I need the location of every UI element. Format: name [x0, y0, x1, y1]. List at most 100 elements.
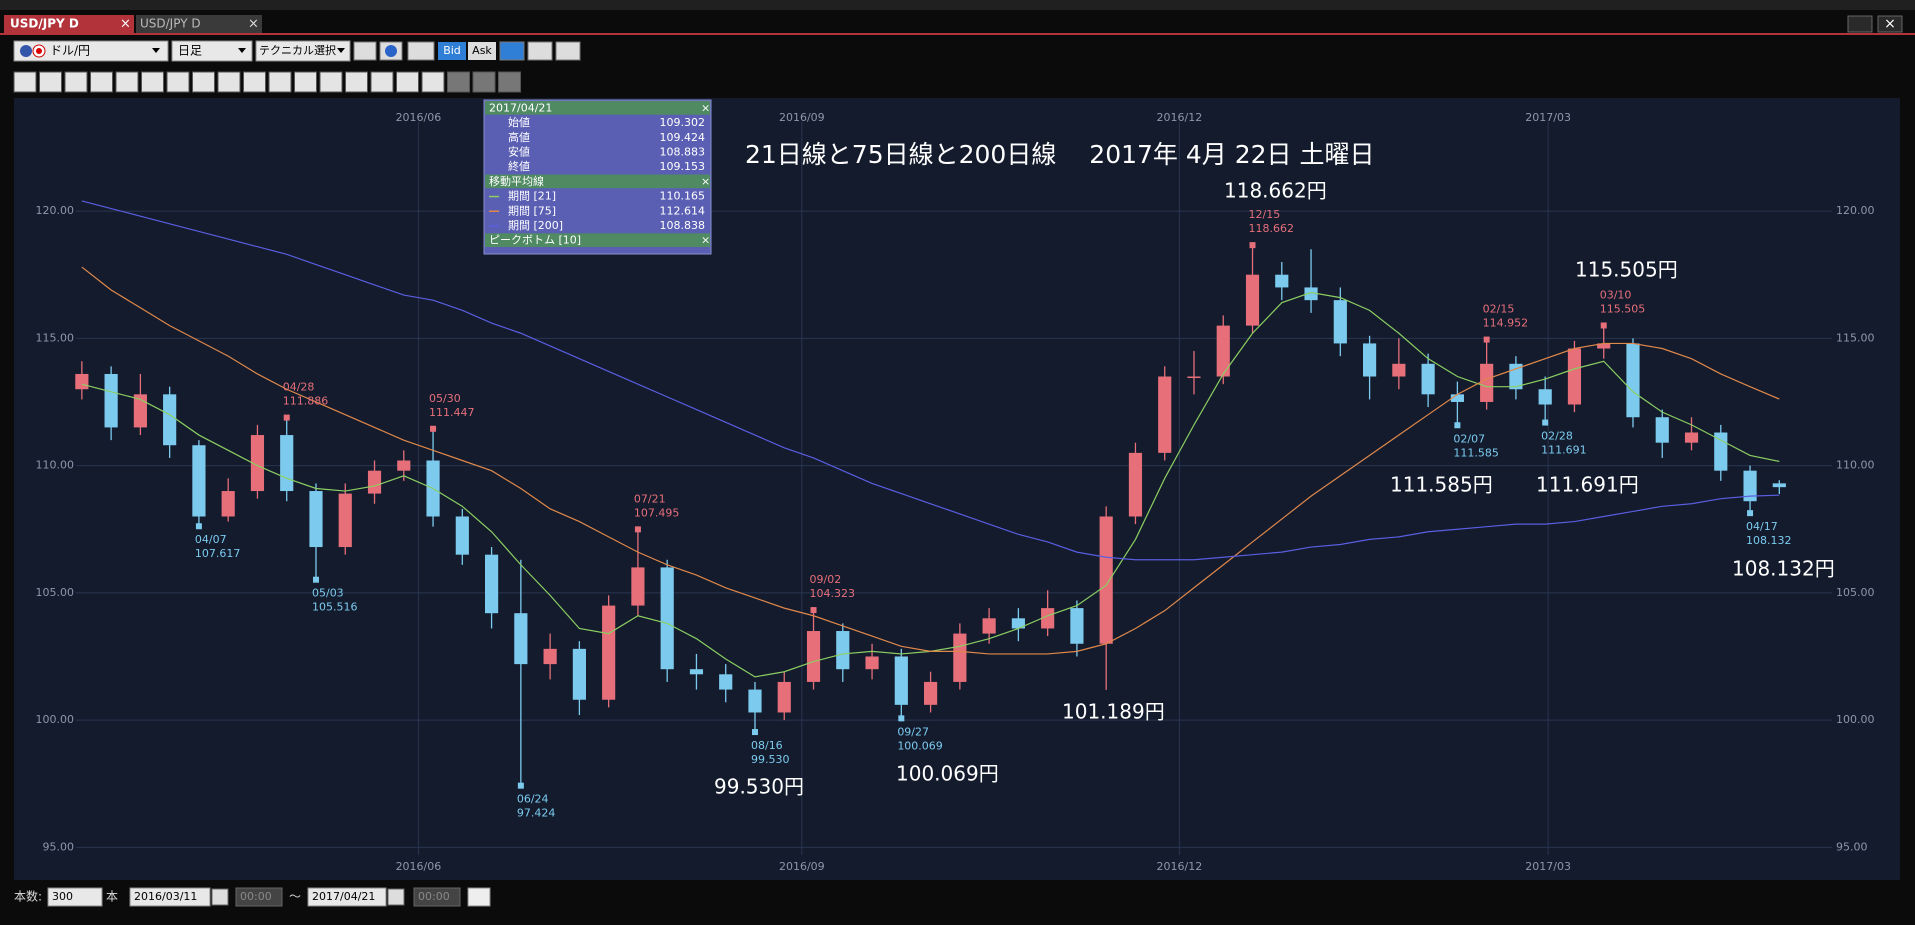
tab-close[interactable]: ×: [248, 17, 259, 32]
timeframe-select[interactable]: 日足: [171, 40, 253, 62]
tab-label: USD/JPY D: [10, 17, 79, 31]
button-bg: [438, 42, 466, 60]
tool-button[interactable]: [64, 71, 88, 93]
annotation-date: 04/17: [1746, 520, 1778, 533]
x-tick-label: 2016/06: [396, 111, 442, 124]
tool-button[interactable]: [447, 71, 470, 93]
date-input[interactable]: [129, 887, 211, 907]
info-icon: [385, 45, 397, 57]
annotation-value: 108.132: [1746, 534, 1792, 547]
panel-header-label: 移動平均線: [489, 174, 544, 188]
technical-select[interactable]: テクニカル選択: [255, 40, 351, 62]
tab-label: USD/JPY D: [140, 17, 201, 31]
tool-button[interactable]: [166, 71, 190, 93]
candle-body: [1567, 348, 1582, 405]
tool-button[interactable]: [39, 71, 62, 93]
date-input[interactable]: [307, 887, 387, 907]
panel-close[interactable]: ×: [701, 234, 710, 247]
tool-button[interactable]: [217, 71, 241, 93]
tool-button[interactable]: [370, 71, 394, 93]
candle-body: [1538, 389, 1552, 405]
peak-bottom-marker: [898, 715, 905, 722]
annotation-value: 111.886: [283, 395, 329, 408]
tool-button[interactable]: [498, 71, 521, 93]
peak-bottom-marker: [1249, 242, 1256, 249]
x-tick-label: 2016/09: [779, 860, 825, 873]
annotation-date: 02/07: [1453, 432, 1485, 445]
candle-body: [163, 394, 177, 446]
annotation-date: 04/28: [283, 381, 315, 394]
candle-body: [1275, 274, 1289, 288]
count-select[interactable]: [47, 887, 103, 907]
maximize-button[interactable]: [1847, 15, 1873, 33]
annotation-value: 118.662: [1249, 222, 1295, 235]
panel-label: 終値: [508, 159, 530, 173]
time-input[interactable]: [413, 887, 461, 907]
tool-button[interactable]: [141, 71, 164, 93]
icon-button[interactable]: [353, 41, 377, 61]
icon-button[interactable]: [527, 41, 553, 61]
panel-close[interactable]: ×: [701, 175, 710, 188]
tab-close[interactable]: ×: [120, 17, 131, 32]
pair-select[interactable]: ドル/円: [13, 40, 169, 62]
tool-button[interactable]: [192, 71, 215, 93]
select-box: [255, 40, 351, 62]
peak-bottom-marker: [312, 576, 319, 583]
time-input[interactable]: [235, 887, 283, 907]
tool-button[interactable]: [268, 71, 292, 93]
icon-button[interactable]: [499, 41, 525, 61]
tool-button[interactable]: [115, 71, 139, 93]
close-button[interactable]: [1877, 15, 1903, 33]
end-date: 2017/04/21: [312, 890, 375, 903]
y-tick-label: 120.00: [1836, 204, 1875, 217]
tab-bg: [136, 15, 262, 33]
panel-value: 109.153: [660, 160, 706, 173]
icon-button[interactable]: [555, 41, 581, 61]
candle-body: [309, 491, 323, 548]
candle-body: [1216, 325, 1230, 377]
tab[interactable]: USD/JPY D ×: [4, 15, 134, 33]
candle-body: [455, 516, 469, 555]
return-button[interactable]: [467, 887, 491, 907]
candle-body: [1011, 618, 1025, 629]
count-unit: 本: [106, 890, 118, 904]
candle-body: [1099, 516, 1113, 644]
pair-label: ドル/円: [50, 44, 90, 58]
calendar-button[interactable]: [387, 888, 405, 906]
panel-value: 112.614: [660, 204, 706, 217]
panel-close[interactable]: ×: [701, 101, 710, 114]
info-panel: 2017/04/21 × 始値 109.302 高値 109.424 安値 108.883 終値…: [483, 99, 712, 255]
panel-label: 期間 [21]: [508, 190, 556, 203]
calendar-button[interactable]: [211, 888, 229, 906]
dropdown-arrow: [238, 48, 246, 53]
annotation-value: 111.447: [429, 406, 475, 419]
bid-label: Bid: [443, 44, 461, 57]
tool-button[interactable]: [319, 71, 343, 93]
icon-button[interactable]: [407, 41, 435, 61]
candle-body: [894, 656, 908, 705]
tool-button[interactable]: [421, 71, 445, 93]
annotation-value: 97.424: [517, 807, 556, 820]
y-tick-label: 115.00: [36, 331, 75, 344]
tool-button[interactable]: [90, 71, 113, 93]
tool-button[interactable]: [13, 71, 37, 93]
annotation-date: 08/16: [751, 739, 783, 752]
tool-button[interactable]: [294, 71, 317, 93]
tool-button[interactable]: [345, 71, 368, 93]
tool-button[interactable]: [243, 71, 266, 93]
tab[interactable]: USD/JPY D ×: [136, 15, 262, 33]
bid-button[interactable]: Bid: [438, 42, 466, 60]
ask-button[interactable]: Ask: [468, 42, 496, 60]
tool-button[interactable]: [472, 71, 496, 93]
candle-body: [1333, 300, 1347, 344]
candle-body: [953, 633, 967, 682]
tool-button[interactable]: [396, 71, 419, 93]
ask-label: Ask: [472, 44, 492, 57]
y-tick-label: 120.00: [36, 204, 75, 217]
annotation-value: 115.505: [1600, 302, 1646, 315]
annotation-value: 105.516: [312, 601, 358, 614]
y-tick-label: 105.00: [36, 586, 75, 599]
candle-body: [1392, 363, 1406, 377]
candle-body: [1245, 274, 1260, 326]
